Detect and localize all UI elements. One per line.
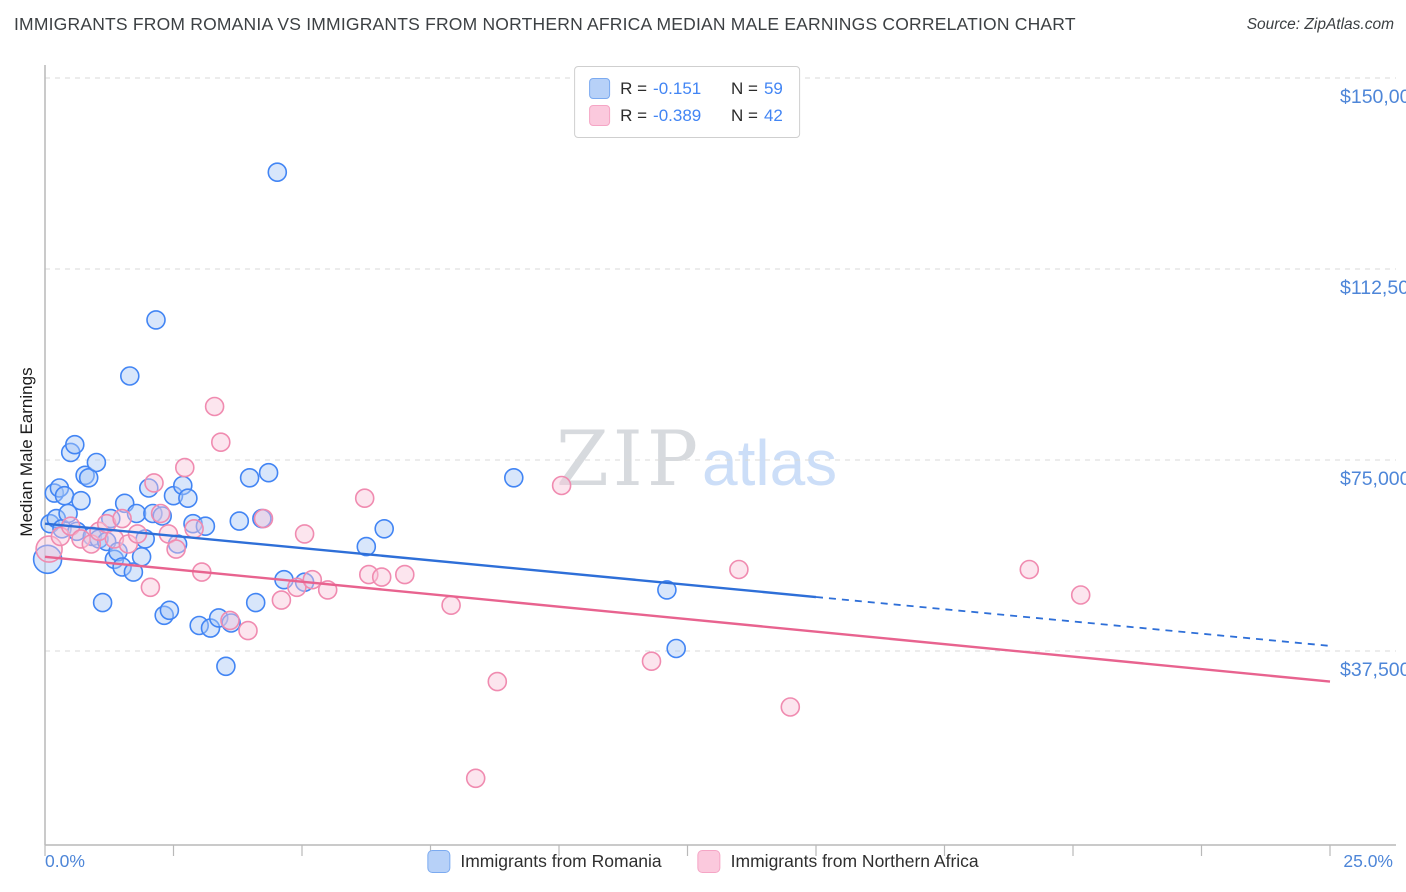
scatter-point-romania[interactable] [216,656,236,677]
scatter-point-northern-africa[interactable] [166,539,186,559]
scatter-point-northern-africa[interactable] [394,564,415,585]
scatter-point-northern-africa[interactable] [71,529,91,549]
romania-swatch-icon [589,78,611,99]
scatter-point-northern-africa[interactable] [35,535,63,563]
scatter-point-northern-africa[interactable] [465,768,486,789]
scatter-point-romania[interactable] [92,592,113,613]
correlation-stats-box: R = -0.151 N = 59 R = -0.389 N = 42 [574,66,800,138]
scatter-point-romania[interactable] [159,600,180,621]
scatter-point-romania[interactable] [245,592,266,613]
trendline-solid [44,522,817,599]
scatter-point-romania[interactable] [239,467,260,488]
legend-item-northern-africa[interactable]: Immigrants from Northern Africa [697,850,979,873]
romania-legend-label: Immigrants from Romania [460,851,662,871]
chart-legend: Immigrants from Romania Immigrants from … [427,850,979,873]
stats-row-northern-africa: R = -0.389 N = 42 [589,102,783,129]
scatter-point-romania[interactable] [189,615,209,636]
legend-item-romania[interactable]: Immigrants from Romania [427,850,662,873]
watermark: ZIP atlas [556,414,837,503]
scatter-point-romania[interactable] [120,366,140,386]
scatter-point-romania[interactable] [267,162,288,182]
scatter-point-northern-africa[interactable] [487,671,508,692]
r-label: R = [620,78,648,98]
r-value-northern-africa: -0.389 [653,105,702,125]
scatter-point-northern-africa[interactable] [354,488,375,509]
scatter-point-northern-africa[interactable] [220,610,240,631]
n-value-romania: 59 [763,78,783,98]
stats-row-romania: R = -0.151 N = 59 [589,75,783,102]
romania-legend-swatch-icon [427,850,451,873]
scatter-point-northern-africa[interactable] [780,697,801,717]
x-axis-min-label: 0.0% [45,851,85,871]
watermark-atlas: atlas [701,427,838,499]
scatter-point-northern-africa[interactable] [50,526,71,547]
scatter-point-romania[interactable] [178,488,198,509]
r-value-romania: -0.151 [653,78,702,98]
scatter-point-romania[interactable] [374,518,395,539]
scatter-point-romania[interactable] [112,557,132,577]
scatter-point-romania[interactable] [78,467,99,488]
n-value-northern-africa: 42 [763,105,783,125]
scatter-point-romania[interactable] [71,490,91,511]
scatter-point-northern-africa[interactable] [551,475,572,496]
scatter-point-northern-africa[interactable] [294,524,315,544]
scatter-point-northern-africa[interactable] [1019,559,1040,580]
scatter-point-romania[interactable] [503,467,524,488]
n-label: N = [731,105,758,125]
scatter-point-romania[interactable] [65,434,85,455]
scatter-point-northern-africa[interactable] [238,620,258,641]
northern-africa-legend-swatch-icon [697,850,721,873]
y-tick-label: $150,000 [1340,86,1406,108]
scatter-point-northern-africa[interactable] [184,518,204,539]
trendline-dashed-extension [815,596,1331,647]
northern-africa-swatch-icon [589,105,611,126]
scatter-point-northern-africa[interactable] [89,521,109,542]
scatter-point-northern-africa[interactable] [253,508,274,529]
scatter-point-romania[interactable] [123,562,144,582]
page-title: IMMIGRANTS FROM ROMANIA VS IMMIGRANTS FR… [14,14,1076,34]
n-label: N = [731,78,758,98]
scatter-point-northern-africa[interactable] [112,508,132,529]
scatter-point-romania[interactable] [86,452,107,473]
trendline-solid [44,555,1331,683]
scatter-point-northern-africa[interactable] [144,473,164,493]
scatter-point-romania[interactable] [54,485,75,506]
scatter-point-romania[interactable] [657,580,677,600]
scatter-point-northern-africa[interactable] [204,396,225,417]
scatter-point-northern-africa[interactable] [211,432,231,453]
scatter-point-northern-africa[interactable] [175,457,195,478]
scatter-point-northern-africa[interactable] [140,577,161,598]
scatter-point-romania[interactable] [666,638,687,659]
scatter-point-romania[interactable] [356,536,377,557]
scatter-point-northern-africa[interactable] [271,590,292,610]
scatter-point-northern-africa[interactable] [302,569,323,590]
scatter-point-romania[interactable] [146,310,166,330]
r-label: R = [620,105,648,125]
source-credit: Source: ZipAtlas.com [1246,16,1394,33]
scatter-point-romania[interactable] [195,516,216,537]
scatter-point-northern-africa[interactable] [1070,585,1091,605]
y-tick-label: $37,500 [1340,659,1406,681]
scatter-point-romania[interactable] [258,462,279,483]
scatter-point-romania[interactable] [126,503,147,524]
scatter-point-northern-africa[interactable] [641,651,662,672]
y-tick-label: $112,500 [1340,277,1406,299]
scatter-point-northern-africa[interactable] [150,503,171,524]
scatter-point-northern-africa[interactable] [441,595,461,616]
northern-africa-legend-label: Immigrants from Northern Africa [730,851,979,871]
x-axis-max-label: 25.0% [1343,851,1393,871]
y-tick-label: $75,000 [1340,468,1406,490]
watermark-zip: ZIP [556,414,702,503]
scatter-point-northern-africa[interactable] [371,567,392,587]
scatter-point-romania[interactable] [229,511,250,531]
scatter-point-northern-africa[interactable] [729,559,749,580]
